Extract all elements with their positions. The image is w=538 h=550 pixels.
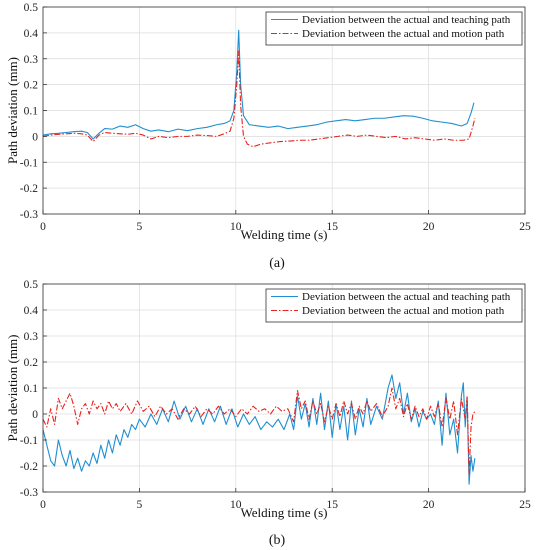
x-tick-label: 15 (326, 221, 338, 233)
x-tick-label: 0 (40, 499, 46, 511)
y-tick-label: 0.5 (24, 279, 39, 291)
x-tick-label: 20 (423, 499, 435, 511)
legend-box-a (265, 11, 523, 46)
y-tick-label: -0.2 (20, 461, 38, 473)
legend-label-motion-b: Deviation between the actual and motion … (302, 305, 505, 317)
legend-label-teaching-b: Deviation between the actual and teachin… (302, 291, 511, 303)
x-tick-label: 5 (137, 499, 143, 511)
x-tick-label: 25 (519, 221, 531, 233)
series-line-motion (42, 50, 476, 148)
chart-panel-b: 0 5 10 15 20 25 -0.3 -0.2 -0.1 0 0.1 0.2 0.3 0.4 0.5 D… (5, 279, 531, 548)
chart-panel-a: 0 5 10 15 20 25 -0.3 -0.2 -0.1 0 0.1 0.2 0.3 0.4 0.5 D… (5, 2, 531, 271)
x-tick-label: 20 (423, 221, 435, 233)
y-tick-label: 0.3 (24, 331, 39, 343)
y-tick-label: 0 (32, 409, 38, 421)
x-tick-label: 5 (137, 221, 143, 233)
panel-label-b: (b) (269, 533, 286, 548)
y-tick-label: -0.3 (20, 487, 38, 499)
y-tick-label: 0.2 (24, 357, 39, 369)
ticks-a: 0 5 10 15 20 25 -0.3 -0.2 -0.1 0 0.1 0.2 0.3 0.4 0.5 (20, 2, 531, 233)
y-axis-label-b: Path deviation (mm) (5, 335, 20, 442)
y-tick-label: 0.2 (24, 80, 39, 92)
series-group-a (42, 29, 476, 148)
y-tick-label: 0.5 (24, 2, 39, 14)
x-tick-label: 15 (326, 499, 338, 511)
series-line-motion (42, 387, 476, 475)
y-tick-label: -0.1 (20, 435, 38, 447)
x-axis-label-a: Welding time (s) (240, 227, 327, 242)
ticks-b: 0 5 10 15 20 25 -0.3 -0.2 -0.1 0 0.1 0.2 0.3 0.4 0.5 (20, 279, 531, 511)
legend-label-motion-a: Deviation between the actual and motion … (302, 28, 505, 40)
y-tick-label: -0.1 (20, 157, 38, 169)
panel-label-a: (a) (269, 256, 285, 271)
x-tick-label: 25 (519, 499, 531, 511)
legend-box-b (265, 288, 523, 323)
y-tick-label: 0.4 (24, 28, 39, 40)
series-line-teaching (42, 374, 476, 485)
y-tick-label: 0.1 (24, 106, 39, 118)
series-line-teaching (42, 29, 475, 140)
y-tick-label: 0.1 (24, 383, 39, 395)
legend-label-teaching-a: Deviation between the actual and teachin… (302, 14, 511, 26)
x-tick-label: 10 (230, 221, 242, 233)
y-tick-label: 0.3 (24, 54, 39, 66)
x-tick-label: 0 (40, 221, 46, 233)
x-axis-label-b: Welding time (s) (240, 505, 327, 520)
legend-b: Deviation between the actual and teachin… (265, 288, 523, 323)
series-group-b (42, 374, 476, 485)
y-tick-label: -0.2 (20, 183, 38, 195)
y-tick-label: -0.3 (20, 209, 38, 221)
legend-a: Deviation between the actual and teachin… (265, 11, 523, 46)
x-tick-label: 10 (230, 499, 242, 511)
y-tick-label: 0.4 (24, 305, 39, 317)
y-axis-label-a: Path deviation (mm) (5, 57, 20, 164)
y-tick-label: 0 (32, 131, 38, 143)
